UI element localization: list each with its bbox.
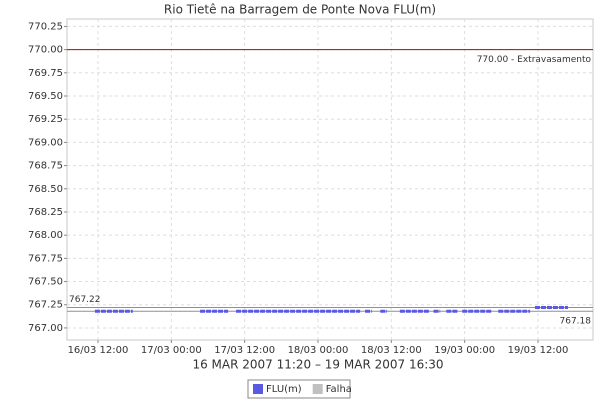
x-tick-label: 16/03 12:00 bbox=[68, 345, 129, 356]
y-tick-label: 769.00 bbox=[28, 137, 63, 148]
legend-swatch bbox=[253, 384, 263, 394]
marker-label: 767.18 bbox=[560, 317, 592, 327]
y-tick-label: 769.75 bbox=[28, 68, 63, 79]
y-tick-label: 767.00 bbox=[28, 323, 63, 334]
x-tick-label: 18/03 12:00 bbox=[361, 345, 422, 356]
chart-title: Rio Tietê na Barragem de Ponte Nova FLU(… bbox=[164, 3, 436, 17]
y-tick-label: 768.25 bbox=[28, 207, 63, 218]
legend-box bbox=[247, 379, 351, 399]
y-tick-label: 767.25 bbox=[28, 300, 63, 311]
data-line bbox=[94, 306, 568, 313]
legend-swatch bbox=[312, 384, 323, 394]
y-tick-label: 767.75 bbox=[28, 253, 63, 264]
y-tick-label: 770.00 bbox=[28, 45, 63, 56]
x-axis-label: 16 MAR 2007 11:20 – 19 MAR 2007 16:30 bbox=[192, 358, 443, 372]
plot-area bbox=[66, 18, 594, 341]
marker-label: 767.22 bbox=[69, 295, 101, 305]
x-tick-label: 19/03 12:00 bbox=[508, 345, 569, 356]
y-tick-label: 769.25 bbox=[28, 114, 63, 125]
y-tick-label: 768.50 bbox=[28, 184, 63, 195]
x-tick-label: 17/03 00:00 bbox=[141, 345, 202, 356]
y-tick-label: 768.75 bbox=[28, 161, 63, 172]
marker-label: 770.00 - Extravasamento bbox=[477, 55, 592, 65]
legend-label: Falha bbox=[326, 384, 352, 395]
x-tick-label: 18/03 00:00 bbox=[288, 345, 349, 356]
y-tick-label: 768.00 bbox=[28, 230, 63, 241]
y-tick-label: 770.25 bbox=[28, 21, 63, 32]
y-tick-label: 767.50 bbox=[28, 277, 63, 288]
x-tick-label: 17/03 12:00 bbox=[214, 345, 275, 356]
legend-label: FLU(m) bbox=[266, 384, 302, 395]
x-tick-label: 19/03 00:00 bbox=[434, 345, 495, 356]
y-tick-label: 769.50 bbox=[28, 91, 63, 102]
